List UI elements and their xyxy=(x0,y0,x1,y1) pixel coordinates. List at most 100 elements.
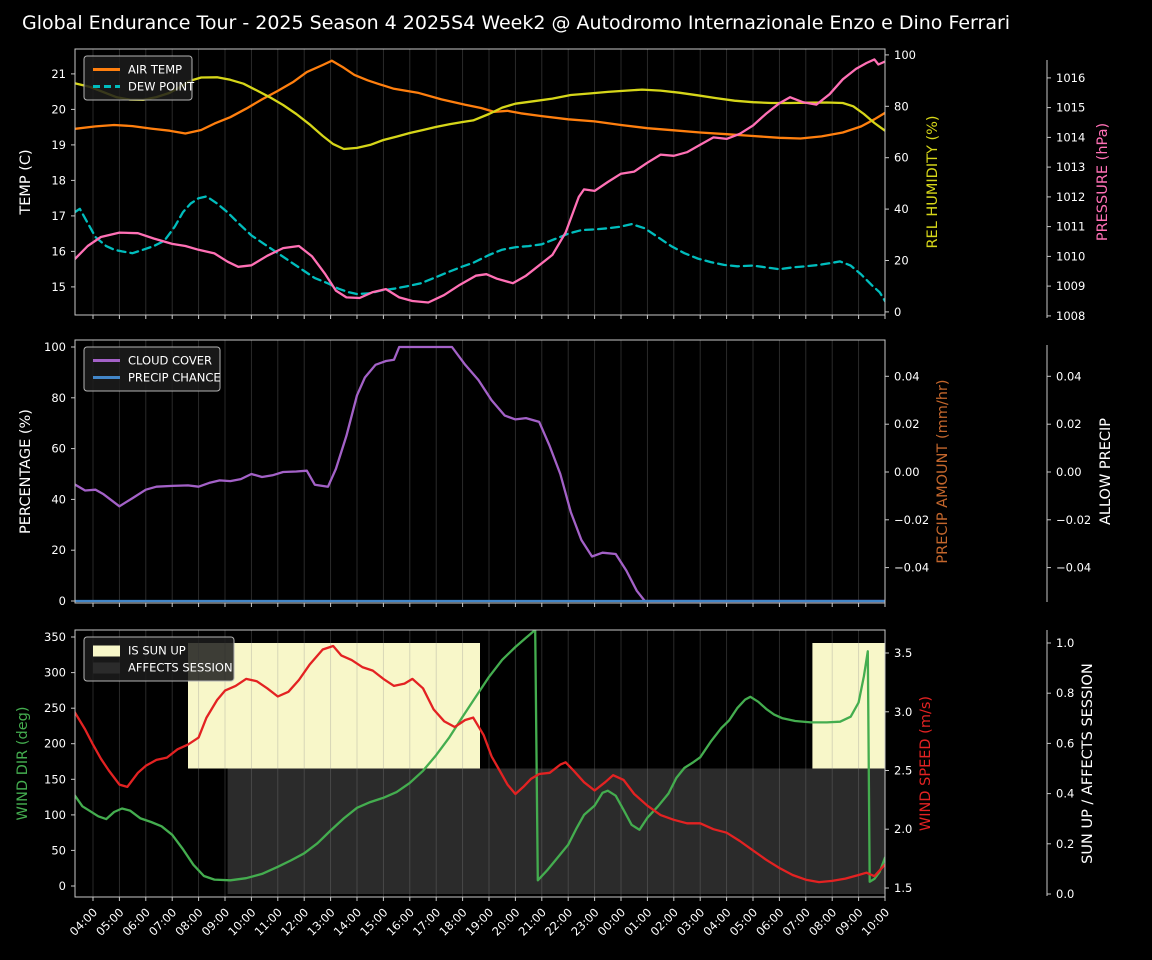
tick-label: 1010 xyxy=(1056,249,1085,263)
gridlines xyxy=(92,49,886,315)
tick-label: 21 xyxy=(51,67,66,81)
tick-label: 18 xyxy=(51,173,66,187)
legend-label-air-temp: AIR TEMP xyxy=(128,63,182,77)
band-is-sun-up xyxy=(812,643,885,769)
tick-label: 1011 xyxy=(1056,220,1085,234)
tick-label: 1012 xyxy=(1056,190,1085,204)
tick-label: 40 xyxy=(51,492,66,506)
series-cloud-cover xyxy=(75,345,885,603)
tick-label: 0.2 xyxy=(1056,837,1074,851)
series-dew-point xyxy=(75,195,885,303)
x-tick-label: 03:00 xyxy=(674,905,707,938)
legend-label-is-sun-up: IS SUN UP xyxy=(128,644,186,658)
tick-label: 50 xyxy=(51,843,66,857)
x-tick-label: 06:00 xyxy=(120,905,153,938)
x-tick-label: 20:00 xyxy=(489,905,522,938)
x-tick-marks xyxy=(92,315,886,319)
tick-label: 100 xyxy=(44,808,66,822)
x-tick-label: 11:00 xyxy=(252,905,285,938)
legend-label-dew-point: DEW POINT xyxy=(128,80,195,94)
x-tick-label: 05:00 xyxy=(93,905,126,938)
tick-label: 1.5 xyxy=(894,881,912,895)
tick-label: 0.02 xyxy=(1056,417,1082,431)
x-tick-label: 15:00 xyxy=(357,905,390,938)
legend: IS SUN UP AFFECTS SESSION xyxy=(83,636,235,682)
axis-title-sun-up-affects-session: SUN UP / AFFECTS SESSION xyxy=(1080,663,1096,864)
tick-label: 19 xyxy=(51,138,66,152)
x-tick-marks xyxy=(92,897,886,901)
axis-title-allow-precip: ALLOW PRECIP xyxy=(1098,418,1114,525)
axis-allow-precip: 0.04 0.02 0.00 −0.02 −0.04 ALLOW PRECIP xyxy=(1046,345,1114,602)
tick-label: 100 xyxy=(894,48,916,62)
tick-label: 15 xyxy=(51,280,66,294)
series-wind-dir xyxy=(75,630,885,883)
tick-label: 0.4 xyxy=(1056,787,1074,801)
x-tick-label: 10:00 xyxy=(859,905,892,938)
axis-wind-speed-m-s: 1.5 2.0 2.5 3.0 3.5 WIND SPEED (m/s) xyxy=(885,646,934,895)
tick-label: 1009 xyxy=(1056,279,1085,293)
tick-label: 300 xyxy=(44,666,66,680)
tick-label: 1014 xyxy=(1056,130,1085,144)
panel-temp-humidity-pressure: 15 16 17 18 19 20 21 TEMP (C) 0 20 40 60 80 100 REL HU… xyxy=(18,48,1111,323)
x-tick-label: 07:00 xyxy=(146,905,179,938)
tick-label: 80 xyxy=(51,391,66,405)
x-tick-label: 02:00 xyxy=(648,905,681,938)
series-rel-humidity xyxy=(75,76,885,151)
tick-label: 350 xyxy=(44,630,66,644)
x-tick-label: 08:00 xyxy=(806,905,839,938)
x-tick-label: 18:00 xyxy=(436,905,469,938)
axis-title-percentage: PERCENTAGE (%) xyxy=(18,409,34,534)
tick-label: −0.04 xyxy=(1056,561,1091,575)
tick-label: −0.04 xyxy=(894,561,929,575)
tick-label: 40 xyxy=(894,202,909,216)
tick-label: 0.04 xyxy=(894,369,920,383)
tick-label: 17 xyxy=(51,209,66,223)
x-tick-label: 16:00 xyxy=(384,905,417,938)
series-wind-speed xyxy=(75,644,885,884)
legend-label-precip-chance: PRECIP CHANCE xyxy=(128,371,221,385)
axis-precip-amount-mm-hr: 0.04 0.02 0.00 −0.02 −0.04 PRECIP AMOUNT (mm/… xyxy=(885,369,951,575)
legend-swatch-affects-session xyxy=(93,662,120,674)
tick-label: 1016 xyxy=(1056,71,1085,85)
axis-temp-c: 15 16 17 18 19 20 21 TEMP (C) xyxy=(18,67,75,294)
axis-title-wind-speed-m-s: WIND SPEED (m/s) xyxy=(918,696,934,831)
tick-label: 1015 xyxy=(1056,101,1085,115)
x-tick-label: 04:00 xyxy=(67,905,100,938)
legend-swatch-is-sun-up xyxy=(93,645,120,657)
tick-label: 60 xyxy=(51,442,66,456)
axis-title-pressure-hpa: PRESSURE (hPa) xyxy=(1095,123,1111,241)
axis-title-precip-amount-mm-hr: PRECIP AMOUNT (mm/hr) xyxy=(935,379,951,563)
x-tick-label: 21:00 xyxy=(516,905,549,938)
x-tick-label: 09:00 xyxy=(832,905,865,938)
x-tick-label: 07:00 xyxy=(780,905,813,938)
x-tick-label: 14:00 xyxy=(331,905,364,938)
axis-sun-up-affects-session: 0.0 0.2 0.4 0.6 0.8 1.0 SUN UP / AFFECTS SESSI… xyxy=(1046,630,1096,901)
x-tick-label: 09:00 xyxy=(199,905,232,938)
x-tick-label: 12:00 xyxy=(278,905,311,938)
tick-label: 250 xyxy=(44,701,66,715)
tick-label: 200 xyxy=(44,737,66,751)
gridlines xyxy=(92,630,886,897)
tick-label: 80 xyxy=(894,99,909,113)
band-affects-session xyxy=(227,768,885,894)
tick-label: 60 xyxy=(894,151,909,165)
axis-pressure-hpa: 1008 1009 1010 1011 1012 1013 1014 1015 1016 PRES… xyxy=(1046,60,1111,323)
tick-label: 2.0 xyxy=(894,822,912,836)
tick-label: 1.0 xyxy=(1056,636,1074,650)
tick-label: 0.04 xyxy=(1056,369,1082,383)
x-tick-label: 17:00 xyxy=(410,905,443,938)
tick-label: 0.0 xyxy=(1056,887,1074,901)
panel-wind-sun: 0 50 100 150 200 250 300 350 WIND DIR (deg) 1.5 2.… xyxy=(15,629,1096,939)
x-tick-label: 22:00 xyxy=(542,905,575,938)
plot-border xyxy=(74,48,886,316)
x-tick-label: 10:00 xyxy=(225,905,258,938)
legend-label-cloud-cover: CLOUD COVER xyxy=(128,354,212,368)
x-tick-label: 23:00 xyxy=(568,905,601,938)
axis-title-temp-c: TEMP (C) xyxy=(18,149,34,215)
axis-percentage: 0 20 40 60 80 100 PERCENTAGE (%) xyxy=(18,340,75,608)
x-tick-label: 13:00 xyxy=(304,905,337,938)
tick-label: 3.5 xyxy=(894,646,912,660)
tick-label: −0.02 xyxy=(894,513,929,527)
